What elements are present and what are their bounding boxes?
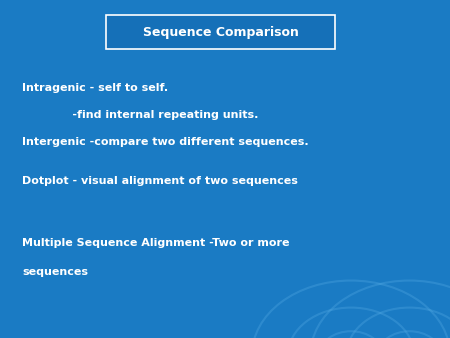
Text: Intragenic - self to self.: Intragenic - self to self. bbox=[22, 83, 169, 93]
Text: Sequence Comparison: Sequence Comparison bbox=[143, 26, 298, 39]
FancyBboxPatch shape bbox=[106, 15, 335, 49]
Text: Dotplot - visual alignment of two sequences: Dotplot - visual alignment of two sequen… bbox=[22, 176, 298, 186]
Text: -find internal repeating units.: -find internal repeating units. bbox=[22, 110, 259, 120]
Text: Intergenic -compare two different sequences.: Intergenic -compare two different sequen… bbox=[22, 137, 309, 147]
Text: sequences: sequences bbox=[22, 267, 89, 277]
Text: Multiple Sequence Alignment -Two or more: Multiple Sequence Alignment -Two or more bbox=[22, 238, 290, 248]
